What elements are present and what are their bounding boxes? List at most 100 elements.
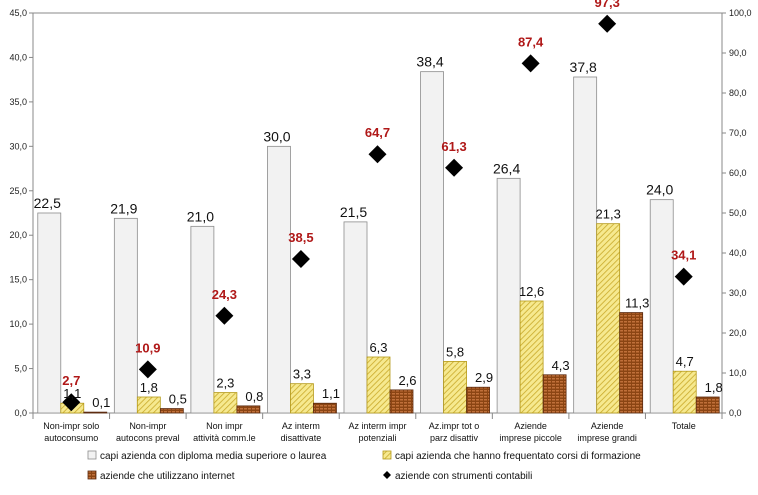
marker-value-label: 38,5 (288, 230, 313, 245)
bar-value-label: 21,3 (596, 207, 621, 222)
bar-value-label: 0,8 (245, 389, 263, 404)
category-label: imprese grandi (577, 433, 637, 443)
category-label: autoconsumo (44, 433, 98, 443)
bar-value-label: 2,6 (398, 373, 416, 388)
bar-2 (596, 223, 621, 414)
y-right-tick-label: 20,0 (729, 328, 747, 338)
bar-value-label: 26,4 (493, 160, 520, 176)
y-left-tick-label: 5,0 (14, 364, 27, 374)
data-labels: 22,5 21,9 21,0 30,0 21,5 38,4 26,4 37,8 24,0 1,1 1… (34, 0, 723, 410)
category-label: Totale (672, 421, 696, 431)
legend-label: capi azienda con diploma media superiore… (100, 451, 327, 462)
y-left-tick-label: 20,0 (9, 230, 27, 240)
y-left-tick-label: 30,0 (9, 141, 27, 151)
bar-value-label: 30,0 (263, 128, 290, 144)
markers (62, 14, 693, 412)
bar-value-label: 38,4 (416, 54, 443, 70)
category-label: Non-impr (129, 421, 166, 431)
bar-3 (313, 402, 337, 414)
bar-value-label: 2,3 (216, 376, 234, 391)
marker-value-label: 2,7 (62, 373, 80, 388)
bar-1 (37, 212, 62, 414)
marker-diamond (598, 14, 617, 33)
y-right-tick-label: 60,0 (729, 168, 747, 178)
bar-value-label: 6,3 (369, 340, 387, 355)
bar-value-label: 5,8 (446, 344, 464, 359)
bar-1 (420, 71, 444, 414)
category-label: Az.impr tot o (429, 421, 480, 431)
bar-1 (113, 217, 138, 414)
category-label: attività comm.le (193, 433, 256, 443)
marker-value-label: 24,3 (212, 287, 237, 302)
bar-value-label: 37,8 (570, 59, 597, 75)
category-label: Az interm impr (348, 421, 406, 431)
bar-value-label: 1,1 (322, 386, 340, 401)
bar-1 (573, 76, 598, 414)
bar-value-label: 0,1 (92, 395, 110, 410)
category-label: Non impr (206, 421, 243, 431)
category-label: autocons preval (116, 433, 180, 443)
marker-diamond (138, 360, 157, 379)
category-label: Az interm (282, 421, 320, 431)
category-label: Non-impr solo (43, 421, 99, 431)
bar-value-label: 21,0 (187, 208, 214, 224)
y-right-tick-label: 100,0 (729, 8, 752, 18)
category-label: parz disattiv (430, 433, 479, 443)
y-left-tick-label: 40,0 (9, 52, 27, 62)
y-left-tick-label: 25,0 (9, 186, 27, 196)
bar-2 (443, 361, 467, 414)
y-right-tick-label: 90,0 (729, 48, 747, 58)
marker-diamond (291, 250, 310, 268)
bar-1 (343, 221, 368, 414)
bar-value-label: 1,8 (140, 380, 158, 395)
bar-value-label: 1,1 (63, 386, 81, 401)
y-right-tick-label: 30,0 (729, 288, 747, 298)
marker-value-label: 97,3 (595, 0, 620, 10)
bar-value-label: 21,9 (110, 200, 137, 216)
bar-2 (366, 356, 391, 414)
bar-2 (290, 383, 314, 414)
category-label: imprese piccole (499, 433, 562, 443)
y-right-tick-label: 50,0 (729, 208, 747, 218)
bar-value-label: 24,0 (646, 182, 673, 198)
bar-value-label: 3,3 (293, 367, 311, 382)
bar-2 (213, 392, 238, 414)
marker-value-label: 87,4 (518, 34, 544, 49)
bar-3 (619, 312, 644, 414)
bar-value-label: 4,3 (552, 358, 570, 373)
bar-3 (466, 386, 490, 414)
marker-diamond (521, 54, 540, 73)
category-label: disattivate (281, 433, 322, 443)
bar-value-label: 11,3 (625, 296, 649, 311)
category-label: potenziali (358, 433, 396, 443)
bar-3 (236, 405, 261, 414)
bar-value-label: 1,8 (705, 380, 723, 395)
legend-swatch (382, 450, 392, 460)
bar-3 (83, 411, 108, 414)
marker-value-label: 10,9 (135, 340, 160, 355)
bar-1 (496, 177, 521, 414)
marker-value-label: 61,3 (441, 139, 466, 154)
bar-1 (190, 225, 215, 414)
bar-2 (136, 396, 161, 414)
legend-label: aziende che utilizzano internet (100, 471, 235, 482)
legend-swatch (87, 470, 97, 480)
bar-2 (519, 300, 544, 414)
marker-diamond (62, 393, 81, 412)
marker-diamond (445, 158, 464, 177)
bar-3 (159, 408, 184, 414)
bar-1 (267, 145, 291, 414)
legend-swatch (383, 471, 391, 479)
bar-value-label: 2,9 (475, 370, 493, 385)
category-label: Aziende (514, 421, 547, 431)
bar-value-label: 4,7 (676, 354, 694, 369)
bar-value-label: 0,5 (169, 392, 187, 407)
y-left-tick-label: 15,0 (9, 275, 27, 285)
marker-diamond (368, 145, 387, 164)
legend-swatch (87, 450, 97, 460)
bar-value-label: 21,5 (340, 204, 367, 220)
y-left-tick-label: 10,0 (9, 319, 27, 329)
bars (37, 71, 720, 414)
category-label: Aziende (591, 421, 624, 431)
y-right-tick-label: 80,0 (729, 88, 747, 98)
